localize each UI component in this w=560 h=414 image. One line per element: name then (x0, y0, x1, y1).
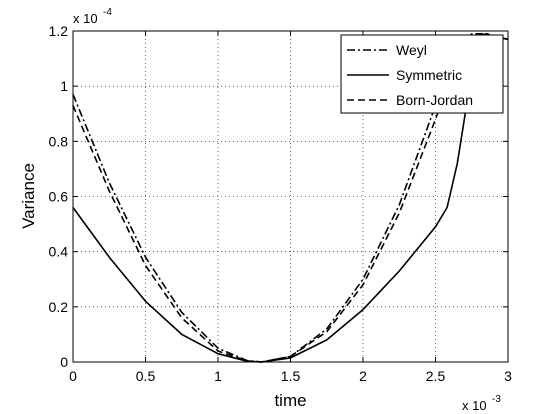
legend-label-symmetric: Symmetric (396, 67, 462, 83)
y-tick-label: 0.2 (49, 299, 69, 315)
y-tick-labels: 0 0.2 0.4 0.6 0.8 1 1.2 (49, 23, 69, 370)
x-tick-label: 3 (504, 368, 512, 384)
y-axis-label: Variance (19, 163, 38, 229)
series-line-born-jordan (72, 32, 509, 363)
x-tick-label: 2 (359, 368, 367, 384)
legend-box (340, 34, 504, 114)
y-exponent-base: x 10 (73, 11, 98, 26)
grid (73, 31, 508, 362)
x-tick-label: 0.5 (136, 368, 156, 384)
y-tick-label: 0.6 (49, 189, 69, 205)
x-tick-label: 0 (69, 368, 77, 384)
x-exponent-power: -3 (492, 394, 501, 405)
x-tick-label: 1.5 (281, 368, 301, 384)
y-tick-label: 1.2 (49, 23, 69, 39)
y-tick-label: 0 (60, 354, 68, 370)
ticks (72, 30, 509, 363)
y-tick-label: 0.4 (49, 244, 69, 260)
x-tick-labels: 0 0.5 1 1.5 2 2.5 3 (69, 368, 512, 384)
legend-label-born-jordan: Born-Jordan (396, 92, 473, 108)
x-axis-label: time (274, 391, 306, 410)
x-tick-label: 1 (214, 368, 222, 384)
y-exponent: x 10 -4 (73, 7, 112, 26)
y-tick-label: 1 (60, 78, 68, 94)
legend: Weyl Symmetric Born-Jordan (340, 34, 504, 114)
x-tick-label: 2.5 (426, 368, 446, 384)
y-tick-label: 0.8 (49, 133, 69, 149)
x-exponent: x 10 -3 (462, 394, 501, 413)
legend-label-weyl: Weyl (396, 42, 427, 58)
y-exponent-power: -4 (103, 7, 112, 18)
x-exponent-base: x 10 (462, 398, 487, 413)
